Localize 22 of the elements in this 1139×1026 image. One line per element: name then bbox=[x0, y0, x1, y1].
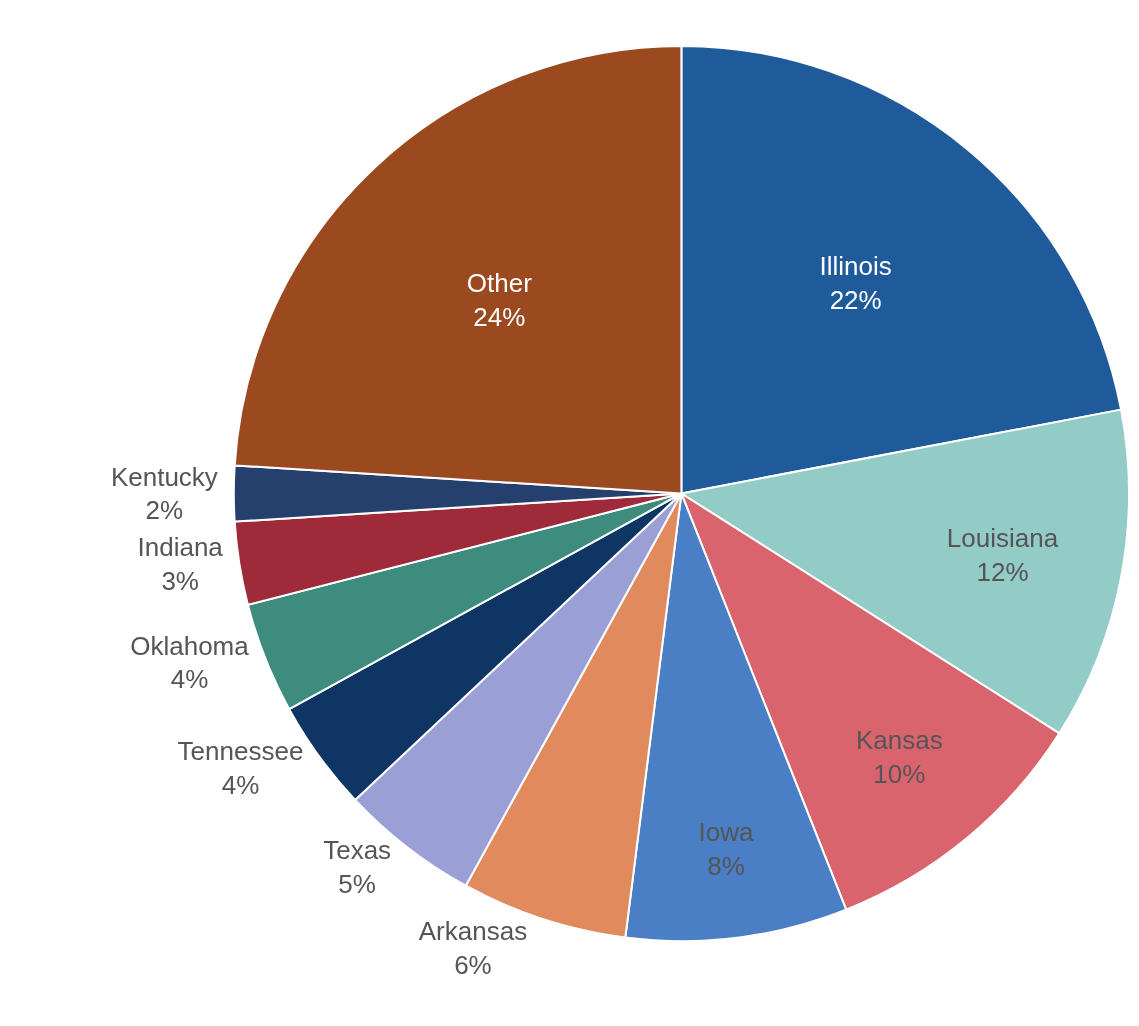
data-label: 5% bbox=[338, 868, 376, 899]
data-label: 24% bbox=[473, 301, 526, 332]
data-label: 12% bbox=[976, 556, 1029, 587]
slice-label: Iowa bbox=[698, 817, 755, 848]
slice-label: Indiana bbox=[137, 532, 224, 563]
data-label: 10% bbox=[873, 758, 926, 789]
slice-label: Tennessee bbox=[177, 735, 304, 766]
slice-label: Louisiana bbox=[946, 522, 1059, 553]
data-label: 4% bbox=[221, 769, 260, 800]
data-label: 4% bbox=[170, 664, 209, 695]
slice-label: Kansas bbox=[855, 725, 943, 756]
data-label: 3% bbox=[161, 566, 199, 597]
slice-label: Illinois bbox=[819, 250, 892, 281]
data-label: 22% bbox=[829, 284, 882, 315]
slice-label: Texas bbox=[323, 835, 392, 866]
slice-label: Other bbox=[466, 267, 533, 298]
slice-label: Arkansas bbox=[418, 916, 528, 947]
data-label: 8% bbox=[707, 851, 745, 882]
slice-label: Oklahoma bbox=[130, 630, 250, 661]
slice-label: Kentucky bbox=[110, 461, 218, 492]
data-label: 2% bbox=[145, 495, 184, 526]
data-label: 6% bbox=[454, 949, 492, 980]
